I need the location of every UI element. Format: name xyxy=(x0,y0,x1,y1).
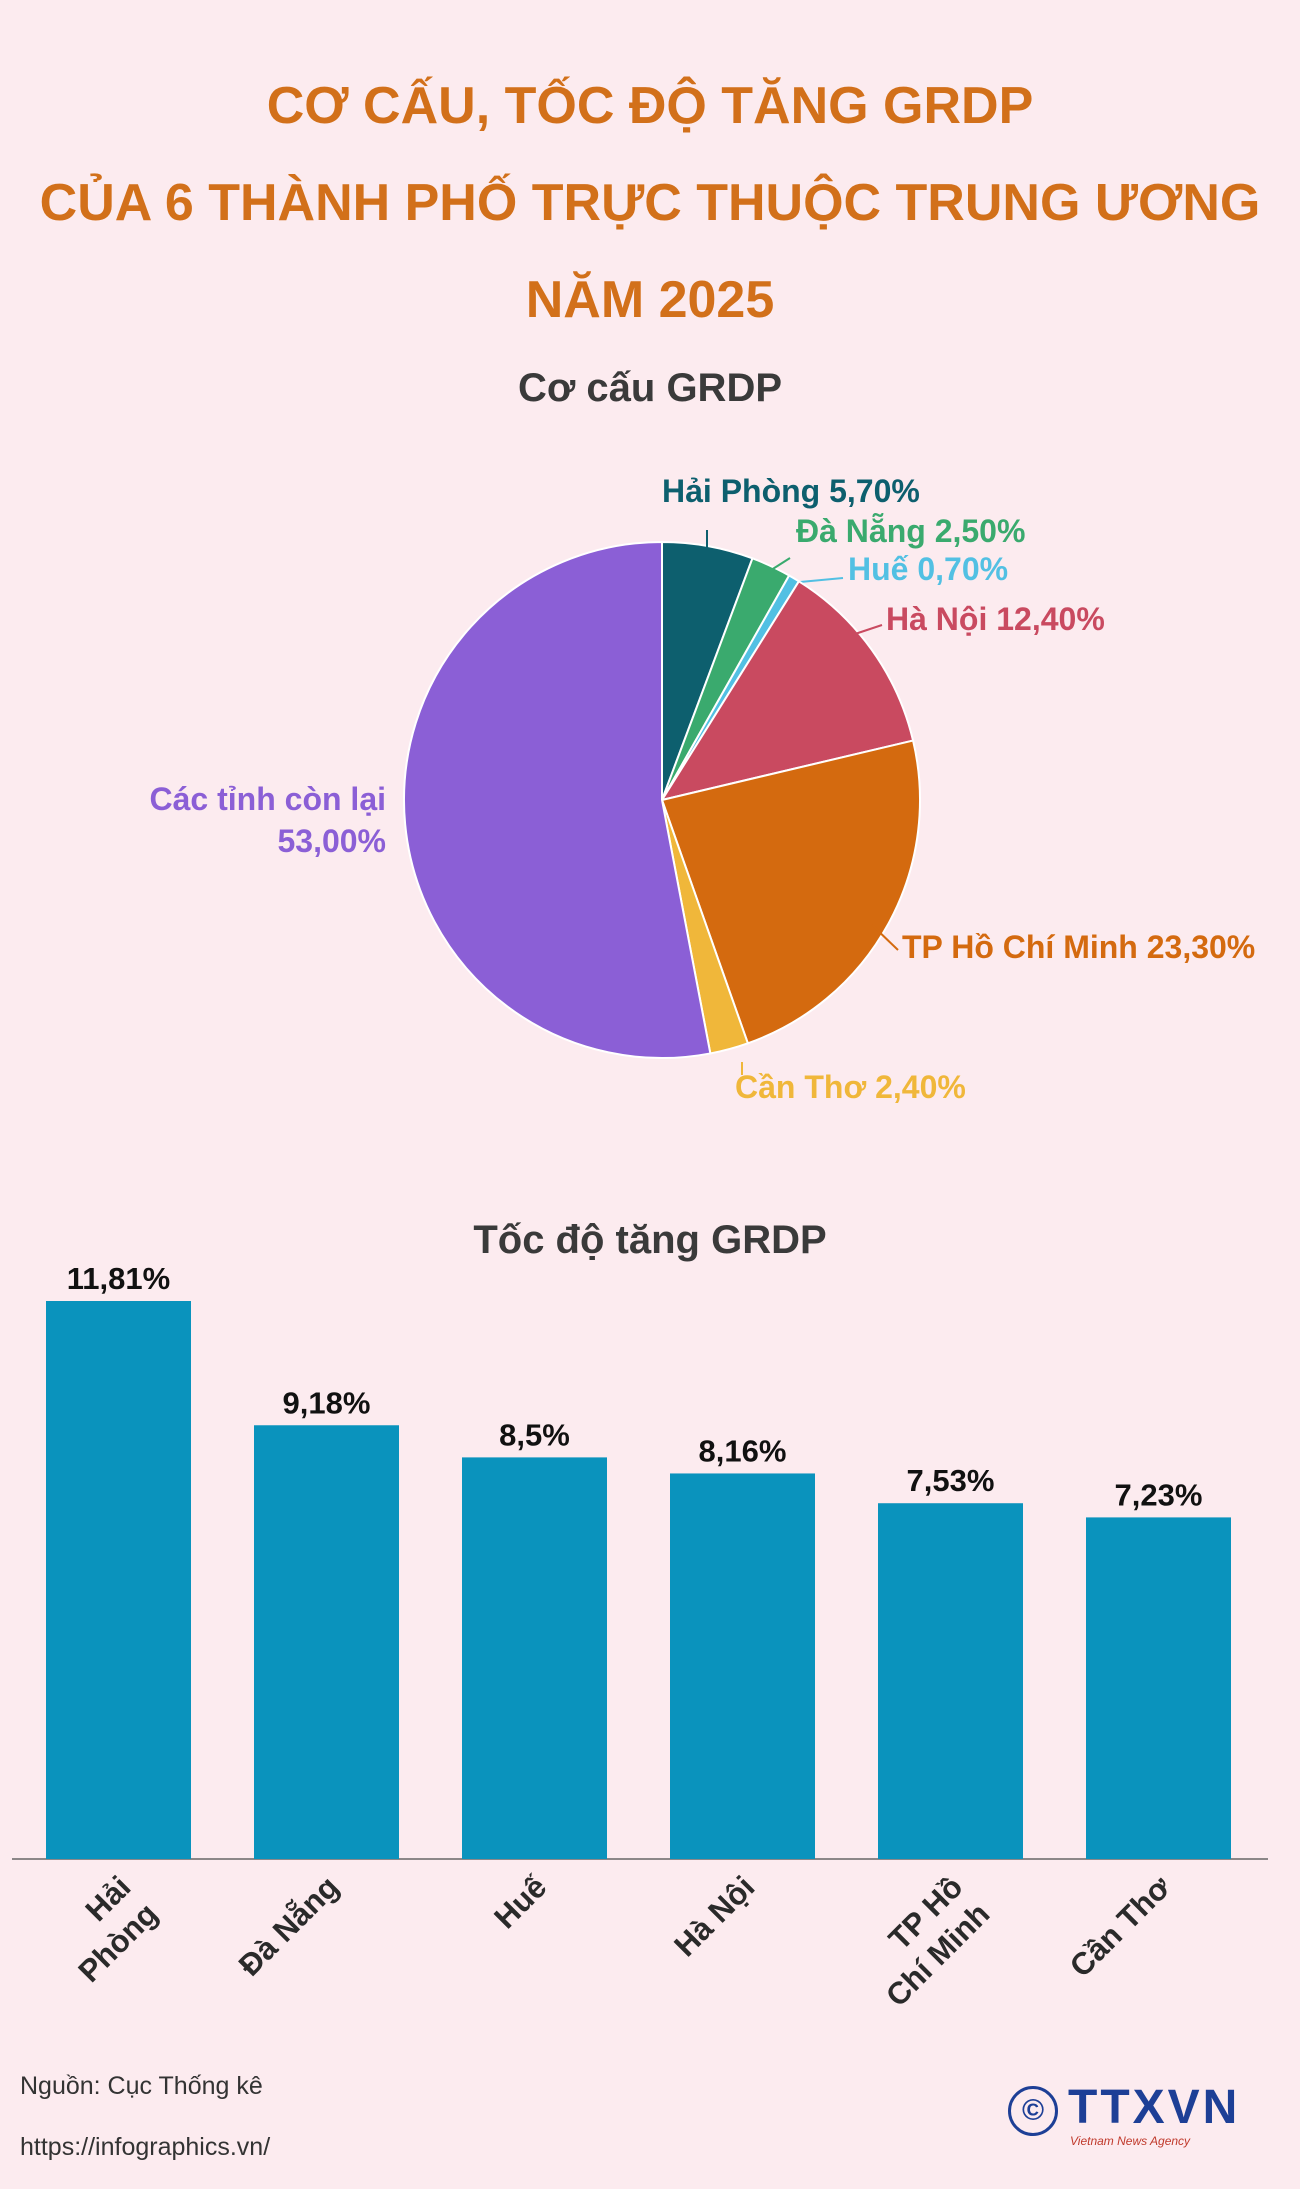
pie-leader-tp-ho-chi-minh xyxy=(871,924,899,951)
bar-chart-title: Tốc độ tăng GRDP xyxy=(473,1218,827,1262)
title-line-2: CỦA 6 THÀNH PHỐ TRỰC THUỘC TRUNG ƯƠNG xyxy=(39,174,1261,232)
bar-da-nang xyxy=(254,1425,399,1859)
ttxvn-logo: TTXVN xyxy=(1068,2081,1241,2134)
bar-value-can-tho: 7,23% xyxy=(1115,1477,1203,1512)
pie-label-da-nang: Đà Nẵng 2,50% xyxy=(796,513,1025,549)
pie-label-hai-phong: Hải Phòng 5,70% xyxy=(662,473,920,509)
pie-leader-hue xyxy=(799,577,844,583)
bar-can-tho xyxy=(1086,1517,1231,1859)
bar-tp-ho-chi-minh xyxy=(878,1503,1023,1859)
copyright-icon: © xyxy=(1008,2086,1058,2136)
bar-category-ha-noi: Hà Nội xyxy=(667,1869,761,1963)
title-line-3: NĂM 2025 xyxy=(525,271,775,329)
pie-label-cac-tinh-con-lai: Các tỉnh còn lại 53,00% xyxy=(150,781,386,859)
bar-value-hai-phong: 11,81% xyxy=(67,1261,170,1296)
pie-leader-da-nang xyxy=(767,557,791,573)
bar-category-hai-phong: HảiPhòng xyxy=(45,1869,165,1989)
bar-value-da-nang: 9,18% xyxy=(283,1385,371,1420)
pie-slice-ha-noi xyxy=(659,579,915,802)
url-link[interactable]: https://infographics.vn/ xyxy=(20,2133,271,2161)
bar-category-da-nang: Đà Nẵng xyxy=(231,1868,345,1982)
bar-chart: 11,81% HảiPhòng 9,18% Đà Nẵng 8,5% Huế 8,16% Hà… xyxy=(12,1261,1268,2013)
logo-subtitle: Vietnam News Agency xyxy=(1070,2134,1191,2148)
pie-chart: Hải Phòng 5,70% Đà Nẵng 2,50%Huế 0,70% Hà … xyxy=(150,473,1256,1105)
pie-label-tp-ho-chi-minh: TP Hồ Chí Minh 23,30% xyxy=(902,929,1255,965)
pie-leader-ha-noi xyxy=(851,624,883,636)
pie-label-hue: Huế 0,70% xyxy=(848,551,1008,587)
bar-category-can-tho: Cần Thơ xyxy=(1063,1869,1178,1984)
pie-chart-title: Cơ cấu GRDP xyxy=(517,366,783,410)
bar-hai-phong xyxy=(46,1301,191,1859)
bar-value-tp-ho-chi-minh: 7,53% xyxy=(907,1463,995,1498)
pie-label-ha-noi: Hà Nội 12,40% xyxy=(886,601,1105,637)
pie-label-can-tho: Cần Thơ 2,40% xyxy=(735,1069,966,1105)
page-title: CƠ CẤU, TỐC ĐỘ TĂNG GRDP CỦA 6 THÀNH PHỐ… xyxy=(0,58,1300,349)
bar-value-hue: 8,5% xyxy=(499,1417,570,1452)
bar-ha-noi xyxy=(670,1473,815,1859)
bar-category-tp-ho-chi-minh: TP HồChí Minh xyxy=(852,1869,996,2013)
pie-slice-cac-tinh-con-lai xyxy=(403,540,712,1059)
bar-category-hue: Huế xyxy=(487,1869,554,1936)
source-text: Nguồn: Cục Thống kê xyxy=(20,2072,263,2100)
bar-value-ha-noi: 8,16% xyxy=(699,1433,787,1468)
title-line-1: CƠ CẤU, TỐC ĐỘ TĂNG GRDP xyxy=(266,77,1034,135)
pie-slice-tp-ho-chi-minh xyxy=(660,739,921,1045)
bar-hue xyxy=(462,1457,607,1859)
